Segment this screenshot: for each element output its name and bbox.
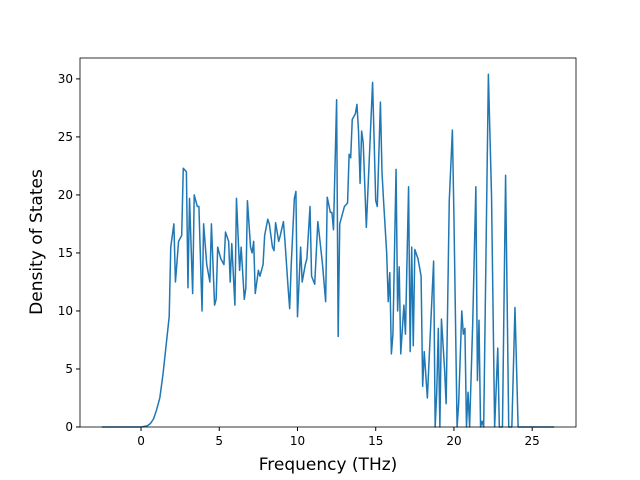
- x-tick-label: 5: [215, 434, 223, 448]
- x-tick-label: 25: [525, 434, 540, 448]
- x-tick-label: 15: [368, 434, 383, 448]
- x-tick-label: 20: [446, 434, 461, 448]
- y-axis-label: Density of States: [27, 169, 47, 315]
- y-tick-label: 0: [65, 420, 73, 434]
- x-tick-label: 0: [137, 434, 145, 448]
- y-tick-label: 5: [65, 362, 73, 376]
- y-tick-label: 20: [58, 188, 73, 202]
- plot-frame: [79, 57, 577, 428]
- y-tick-label: 25: [58, 130, 73, 144]
- y-tick-label: 15: [58, 246, 73, 260]
- line: [101, 73, 555, 428]
- x-axis-label: Frequency (THz): [259, 455, 398, 475]
- x-tick-label: 10: [290, 434, 305, 448]
- y-tick-label: 30: [58, 72, 73, 86]
- y-tick-label: 10: [58, 304, 73, 318]
